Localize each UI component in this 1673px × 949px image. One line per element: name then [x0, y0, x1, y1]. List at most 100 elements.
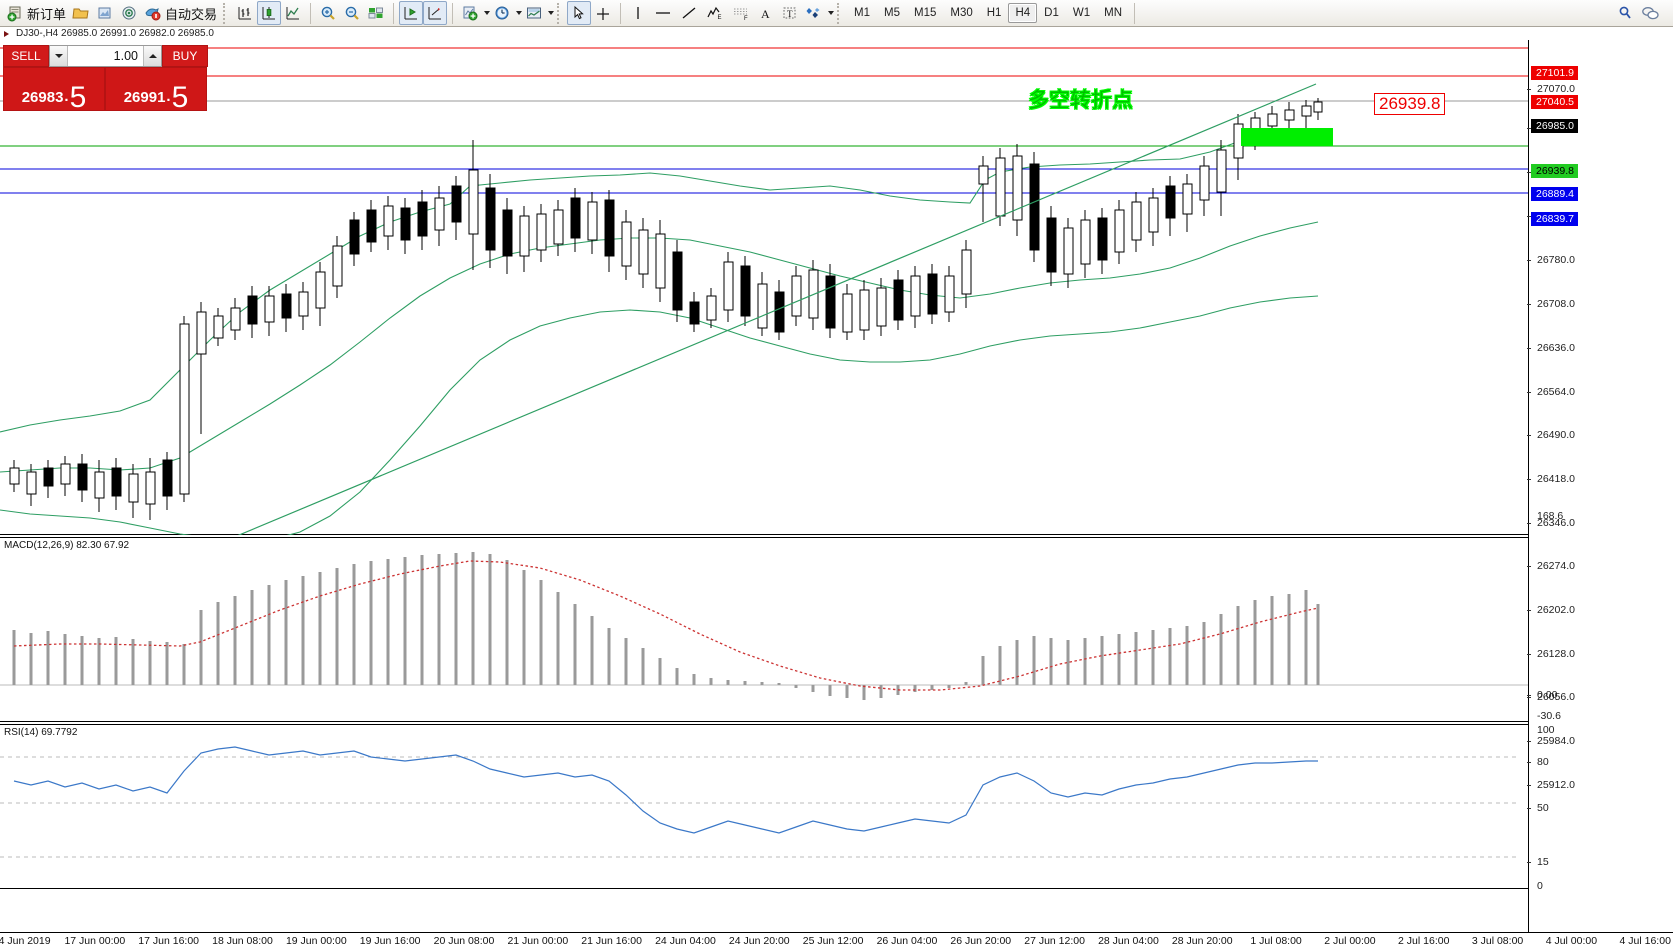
bar-chart-icon[interactable] — [233, 1, 257, 25]
timeframe-m5[interactable]: M5 — [884, 7, 900, 19]
elliott-wave-icon[interactable]: E — [702, 1, 728, 25]
time-axis-label: 3 Jul 08:00 — [1471, 935, 1524, 947]
time-axis[interactable]: 14 Jun 2019 17 Jun 00:00 17 Jun 16:00 18 Ju… — [0, 932, 1673, 949]
chart-collapse-icon[interactable] — [4, 31, 9, 37]
folder-icon[interactable] — [69, 1, 93, 25]
candle — [1165, 176, 1176, 236]
candle — [1199, 156, 1210, 216]
time-axis-label: 24 Jun 20:00 — [728, 935, 790, 947]
timeframe-h4[interactable]: H4 — [1008, 3, 1038, 23]
candle — [927, 264, 938, 324]
candle — [111, 458, 122, 510]
timeframe-mn[interactable]: MN — [1104, 7, 1122, 19]
candle — [298, 282, 309, 330]
candle — [434, 186, 445, 246]
candle — [400, 198, 411, 254]
level-price-tag[interactable]: 26939.8 — [1374, 93, 1446, 115]
trendline-drawing — [237, 83, 1317, 535]
text-icon[interactable]: A — [754, 1, 778, 25]
chart-shift-icon[interactable] — [399, 1, 424, 25]
candle — [315, 262, 326, 326]
trendline-icon[interactable] — [676, 1, 702, 25]
vline-icon[interactable] — [626, 1, 650, 25]
price-chip-support-lower[interactable]: 26839.7 — [1531, 212, 1578, 226]
shapes-icon[interactable] — [802, 1, 826, 25]
chat-icon[interactable] — [1637, 1, 1663, 25]
timeframe-m15[interactable]: M15 — [914, 7, 937, 19]
crosshair-icon[interactable] — [591, 1, 615, 25]
candle — [876, 278, 887, 336]
macd-scale-top: 168.6 — [1537, 510, 1564, 522]
candle — [757, 272, 768, 336]
volume-increment-button[interactable] — [143, 46, 161, 66]
new-order-button[interactable]: 新订单 — [4, 1, 69, 25]
label-icon[interactable]: T — [778, 1, 802, 25]
price-chip-pivot[interactable]: 26939.8 — [1531, 164, 1578, 178]
timeframe-d1[interactable]: D1 — [1044, 7, 1059, 19]
candle — [485, 174, 496, 268]
fibonacci-icon[interactable]: F — [728, 1, 754, 25]
candle — [1216, 140, 1227, 216]
one-click-trading-panel[interactable]: SELL 1.00 BUY 26983 . 5 26991 . 5 — [3, 45, 208, 113]
period-dropdown-caret[interactable] — [516, 11, 523, 15]
candle — [196, 302, 207, 434]
candle — [128, 464, 139, 518]
hline-icon[interactable] — [650, 1, 676, 25]
chart-annotation-text[interactable]: 多空转折点 — [1028, 88, 1133, 112]
candlestick-icon[interactable] — [257, 1, 282, 25]
templates-dropdown-caret[interactable] — [548, 11, 555, 15]
price-chip-current[interactable]: 26985.0 — [1531, 119, 1578, 133]
sell-price-box[interactable]: 26983 . 5 — [3, 67, 105, 113]
toolbar-divider-2 — [393, 2, 395, 24]
price-chip-resistance-upper[interactable]: 27101.9 — [1531, 66, 1578, 80]
buy-button[interactable]: BUY — [162, 45, 208, 67]
volume-value[interactable]: 1.00 — [113, 49, 138, 63]
time-axis-label: 1 Jul 08:00 — [1250, 935, 1302, 947]
buy-price-box[interactable]: 26991 . 5 — [105, 67, 207, 113]
zoom-in-icon[interactable] — [316, 1, 340, 25]
volume-decrement-button[interactable] — [50, 46, 68, 66]
sell-price-integer: 26983 — [21, 89, 64, 106]
period-icon[interactable] — [490, 1, 514, 25]
tile-windows-icon[interactable] — [364, 1, 388, 25]
search-icon[interactable] — [1613, 1, 1637, 25]
candle — [825, 264, 836, 338]
indicator-dropdown-caret[interactable] — [484, 11, 491, 15]
candle-series — [9, 98, 1323, 520]
autotrading-icon[interactable]: 自动交易 — [141, 1, 220, 25]
time-axis-label: 2 Jul 00:00 — [1324, 935, 1376, 947]
candle — [264, 286, 275, 336]
cursor-icon[interactable] — [567, 1, 592, 25]
auto-scroll-icon[interactable] — [423, 1, 448, 25]
candle — [944, 266, 955, 322]
volume-stepper[interactable]: 1.00 — [49, 45, 162, 67]
timeframe-m1[interactable]: M1 — [854, 7, 871, 19]
price-chip-support-upper[interactable]: 26889.4 — [1531, 187, 1578, 201]
shapes-dropdown-caret[interactable] — [828, 11, 835, 15]
toolbar-divider-5 — [1134, 2, 1135, 24]
templates-icon[interactable] — [522, 1, 546, 25]
price-pane[interactable] — [0, 40, 1673, 535]
price-chip-resistance-lower[interactable]: 27040.5 — [1531, 95, 1578, 109]
market-watch-icon[interactable] — [117, 1, 141, 25]
candle — [1313, 98, 1323, 120]
sell-button[interactable]: SELL — [3, 45, 49, 67]
timeframe-m30[interactable]: M30 — [950, 7, 973, 19]
toolbar-divider-4 — [620, 2, 622, 24]
candle — [383, 196, 394, 250]
macd-pane[interactable]: MACD(12,26,9) 82.30 67.92 — [0, 537, 1673, 722]
timeframe-w1[interactable]: W1 — [1072, 7, 1091, 19]
candle — [247, 286, 258, 338]
add-indicator-icon[interactable] — [458, 1, 482, 25]
line-chart-icon[interactable] — [281, 1, 305, 25]
toolbar-separator — [223, 2, 230, 24]
toolbar-separator-2 — [557, 2, 564, 24]
zoom-out-icon[interactable] — [340, 1, 364, 25]
macd-histogram — [12, 552, 1320, 700]
timeframe-h1[interactable]: H1 — [986, 7, 1002, 19]
profiles-icon[interactable] — [93, 1, 117, 25]
price-axis[interactable]: 27070.0 26998.0 26926.0 26853.0 26780.0 … — [1527, 40, 1673, 932]
rsi-pane[interactable]: RSI(14) 69.7792 — [0, 724, 1673, 889]
chart-area[interactable]: MACD(12,26,9) 82.30 67.92 — [0, 40, 1673, 932]
rsi-label: RSI(14) 69.7792 — [4, 727, 78, 738]
